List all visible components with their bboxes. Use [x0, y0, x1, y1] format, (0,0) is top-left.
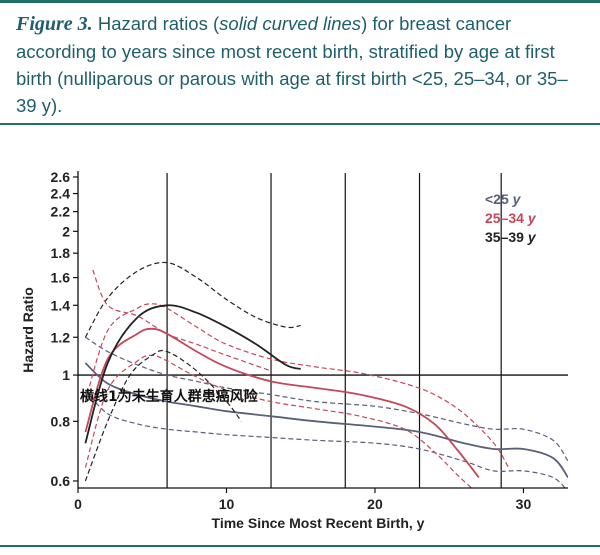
y-tick-label-4: 1.4 [51, 297, 71, 313]
bottom-rule [0, 545, 600, 547]
y-tick-label-2: 1 [62, 367, 70, 383]
series-1 [84, 303, 510, 488]
y-tick-label-3: 1.2 [51, 329, 71, 345]
x-tick-label-2: 20 [367, 496, 383, 512]
legend-item-2: 35–39 y [485, 229, 537, 245]
figure-label: Figure 3. [16, 13, 93, 35]
legend-item-0: <25 y [485, 191, 522, 207]
series-1-estimate [84, 327, 480, 479]
y-tick-label-7: 2 [62, 223, 70, 239]
series-layer [84, 261, 568, 488]
series-3 [92, 269, 272, 372]
y-tick-label-8: 2.2 [51, 204, 71, 220]
y-axis-title: Hazard Ratio [20, 287, 36, 373]
middle-rule [0, 123, 600, 125]
grid-layer [78, 173, 568, 488]
caption-italic: solid curved lines [219, 13, 362, 34]
top-rule [0, 0, 600, 3]
caption-text-2: ) for breast cancer according to years s… [16, 13, 568, 116]
annotation-text: 横线1为未生育人群患癌风险 [80, 388, 259, 405]
series-2-ci-upper [84, 261, 301, 338]
legend-layer: <25 y 25–34 y 35–39 y [485, 191, 537, 245]
series-0-estimate [84, 362, 568, 479]
x-tick-label-0: 0 [74, 496, 82, 512]
caption-text-1: Hazard ratios ( [92, 13, 220, 34]
series-0-ci-upper [85, 336, 568, 462]
axis-layer: 0.6 0.8 1 1.2 1.4 1.6 1.8 2 2.2 2.42.6 0 10 20 30 [51, 169, 568, 512]
figure-caption: Figure 3. Hazard ratios (solid curved li… [16, 10, 581, 119]
y-tick-label-9: 2.4 [51, 186, 71, 202]
x-tick-label-3: 30 [516, 496, 532, 512]
series-1-ci-lower [84, 354, 472, 488]
series-0-ci-lower [84, 389, 566, 488]
x-tick-label-1: 10 [219, 496, 235, 512]
y-tick-label-0: 0.6 [51, 473, 71, 489]
y-tick-label-6: 1.8 [51, 245, 71, 261]
series-2-ci-lower [84, 349, 242, 482]
series-2-estimate [84, 304, 301, 444]
y-tick-label-5: 1.6 [51, 270, 71, 286]
legend-item-1: 25–34 y [485, 210, 537, 226]
series-0 [84, 336, 568, 488]
y-tick-label-1: 0.8 [51, 413, 71, 429]
series-2 [84, 261, 301, 482]
x-axis-title: Time Since Most Recent Birth, y [212, 515, 425, 531]
series-3-estimate [92, 269, 272, 372]
y-tick-label-10: 2.6 [51, 169, 71, 185]
series-1-ci-upper [84, 303, 510, 468]
